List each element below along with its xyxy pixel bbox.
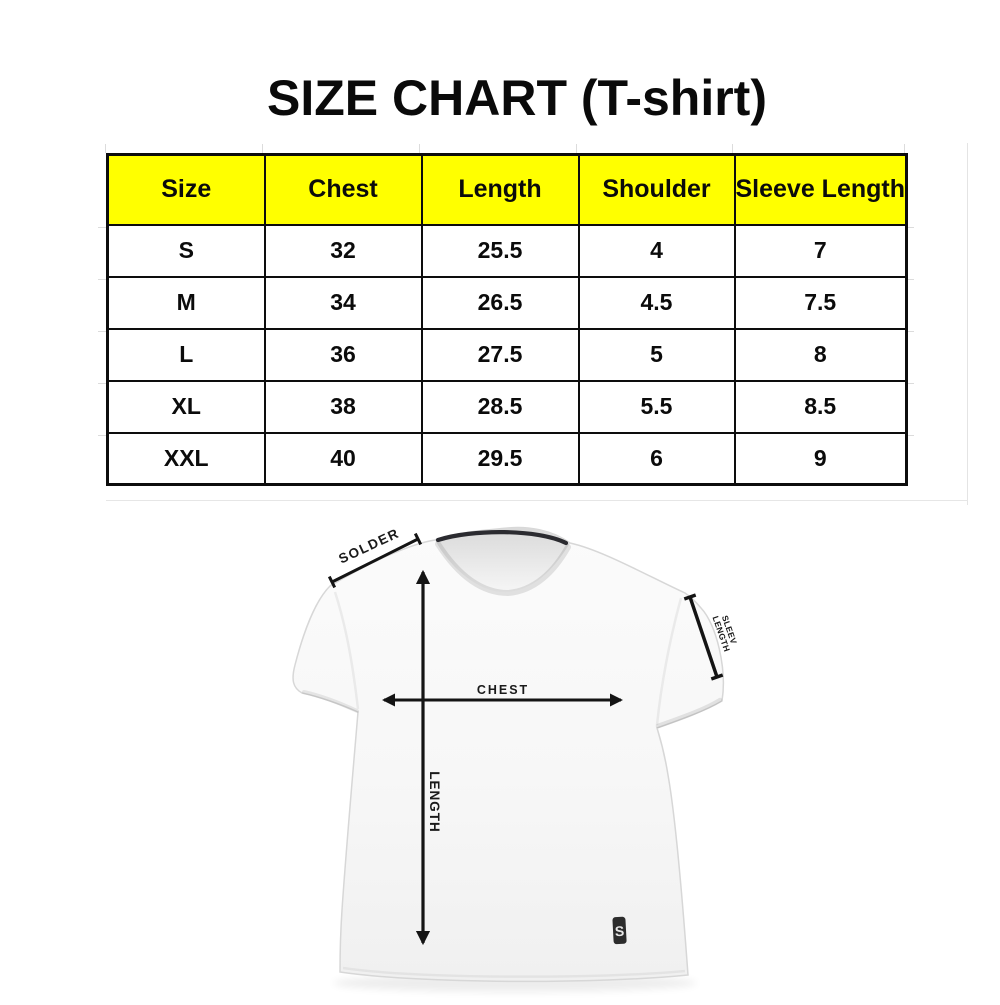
cell-shoulder: 5.5 (577, 379, 736, 434)
table-header-row: Size Chest Length Shoulder Sleeve Length (106, 153, 908, 226)
collar-back-trim (435, 530, 569, 546)
cell-sleeve-length: 8 (733, 327, 908, 382)
tshirt-svg: SOLDER CHEST LENGTH SLEEV LENGTH S (292, 525, 739, 992)
cell-shoulder: 6 (577, 431, 736, 486)
cell-size: XL (106, 379, 266, 434)
armhole-seam-left (333, 591, 360, 710)
cell-sleeve-length: 9 (733, 431, 908, 486)
cell-chest: 36 (263, 327, 423, 382)
sleeve-measure-line (688, 596, 719, 678)
brand-tag-letter: S (614, 923, 624, 939)
gridline-tick (906, 331, 914, 332)
cell-length: 29.5 (420, 431, 580, 486)
shoulder-measure-cap (413, 532, 423, 546)
collar-front-shadow (435, 541, 571, 597)
shoulder-measure-cap (327, 575, 337, 589)
column-header-size: Size (106, 153, 266, 226)
gridline-tick (98, 331, 106, 332)
gridline-tick (419, 144, 420, 153)
cell-length: 28.5 (420, 379, 580, 434)
tshirt-measurement-diagram: SOLDER CHEST LENGTH SLEEV LENGTH S (280, 520, 760, 1000)
table-row: L 36 27.5 5 8 (106, 327, 908, 382)
gridline-tick (98, 279, 106, 280)
gridline-tick (906, 279, 914, 280)
gridline-tick (732, 144, 733, 153)
cell-sleeve-length: 7 (733, 223, 908, 278)
gridline-tick (262, 144, 263, 153)
gridline-tick (98, 435, 106, 436)
sleeve-measure-cap (710, 673, 724, 681)
cell-length: 25.5 (420, 223, 580, 278)
sleeve-hem-shadow-right (655, 697, 723, 729)
gridline-tick (98, 227, 106, 228)
gridline-tick (906, 435, 914, 436)
tshirt-body (292, 526, 725, 983)
gridline-tick (98, 383, 106, 384)
table-row: XXL 40 29.5 6 9 (106, 431, 908, 486)
sleeve-hem-shadow-left (302, 690, 359, 713)
length-label: LENGTH (427, 771, 442, 833)
column-header-shoulder: Shoulder (577, 153, 736, 226)
table-row: S 32 25.5 4 7 (106, 223, 908, 278)
gridline-tick (906, 227, 914, 228)
gridline-tick (906, 383, 914, 384)
cell-shoulder: 5 (577, 327, 736, 382)
armhole-seam-right (655, 597, 683, 726)
cell-sleeve-length: 7.5 (733, 275, 908, 330)
tshirt-illustration (292, 526, 725, 992)
shoulder-measure-line (331, 537, 419, 584)
brand-tag-rect (612, 916, 627, 945)
gridline-column-line (967, 143, 968, 505)
cell-shoulder: 4 (577, 223, 736, 278)
cell-chest: 38 (263, 379, 423, 434)
column-header-chest: Chest (263, 153, 423, 226)
cell-chest: 32 (263, 223, 423, 278)
page-title: SIZE CHART (T-shirt) (267, 70, 767, 126)
hem-stitch-line (342, 966, 686, 978)
table-row: XL 38 28.5 5.5 8.5 (106, 379, 908, 434)
cell-size: S (106, 223, 266, 278)
sleeve-measure-cap (683, 593, 697, 601)
cell-size: XXL (106, 431, 266, 486)
chest-label: CHEST (477, 683, 529, 697)
gridline-tick (576, 144, 577, 153)
cell-chest: 40 (263, 431, 423, 486)
cell-length: 27.5 (420, 327, 580, 382)
gridline-tick (105, 144, 106, 153)
cell-chest: 34 (263, 275, 423, 330)
gridline-tick (904, 144, 905, 153)
cell-length: 26.5 (420, 275, 580, 330)
cell-sleeve-length: 8.5 (733, 379, 908, 434)
cell-shoulder: 4.5 (577, 275, 736, 330)
table-row: M 34 26.5 4.5 7.5 (106, 275, 908, 330)
neck-opening (435, 527, 570, 593)
cell-size: L (106, 327, 266, 382)
column-header-length: Length (420, 153, 580, 226)
cell-size: M (106, 275, 266, 330)
size-chart-table: Size Chest Length Shoulder Sleeve Length… (106, 153, 908, 486)
column-header-sleeve-length: Sleeve Length (733, 153, 908, 226)
gridline-row-line (106, 500, 968, 501)
brand-tag: S (612, 916, 627, 945)
